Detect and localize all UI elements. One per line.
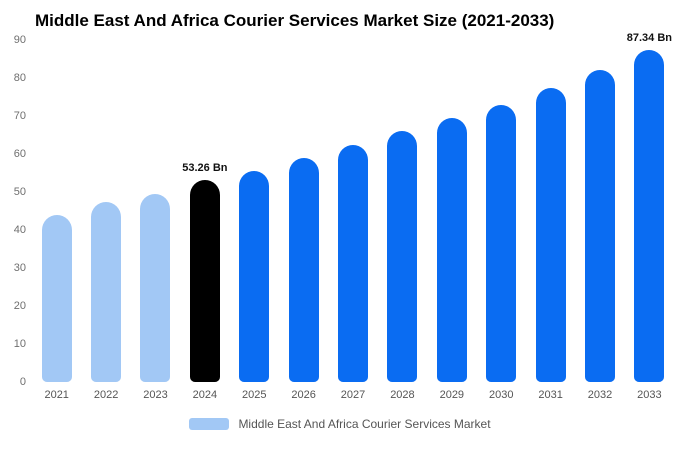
bar-slot xyxy=(526,40,575,382)
y-axis-label: 60 xyxy=(13,148,26,160)
plot-wrap: 53.26 Bn 87.34 Bn 2021 2022 2023 2024 2025 202… xyxy=(32,32,674,401)
x-axis: 2021 2022 2023 2024 2025 2026 2027 2028 2029 2030… xyxy=(32,389,674,401)
bar xyxy=(91,201,122,382)
bar-slot xyxy=(427,40,476,382)
x-axis-label: 2024 xyxy=(192,389,218,401)
bar xyxy=(140,193,171,382)
bar-slot xyxy=(279,40,328,382)
bar xyxy=(338,144,369,382)
bar-slot: 87.34 Bn xyxy=(625,32,674,382)
x-axis-label: 2033 xyxy=(637,389,662,401)
bar-slot xyxy=(81,40,130,382)
x-axis-label: 2025 xyxy=(242,389,267,401)
bar xyxy=(41,214,72,382)
bar xyxy=(436,117,467,382)
y-axis-label: 50 xyxy=(13,186,26,198)
y-axis-label: 70 xyxy=(13,110,26,122)
y-axis-label: 90 xyxy=(13,34,26,46)
x-axis-label: 2021 xyxy=(44,389,69,401)
bar xyxy=(189,179,220,382)
x-axis-label: 2030 xyxy=(488,389,514,401)
x-axis-label: 2026 xyxy=(291,389,316,401)
x-axis-label: 2022 xyxy=(93,389,119,401)
bar-slot xyxy=(328,40,377,382)
bar-slot xyxy=(378,40,427,382)
x-axis-label: 2031 xyxy=(538,389,563,401)
bar-slot: 53.26 Bn xyxy=(180,40,229,382)
bar xyxy=(387,131,418,382)
bar-value-label: 53.26 Bn xyxy=(182,161,228,174)
legend-label: Middle East And Africa Courier Services … xyxy=(238,417,491,431)
bar xyxy=(634,50,665,382)
y-axis-label: 80 xyxy=(13,72,26,84)
bar-slot xyxy=(230,40,279,382)
y-axis: 0 10 20 30 40 50 60 70 80 90 xyxy=(6,34,32,388)
legend-swatch xyxy=(189,418,230,430)
y-axis-label: 10 xyxy=(13,338,26,350)
x-axis-label: 2027 xyxy=(340,389,366,401)
bar-value-label: 87.34 Bn xyxy=(626,32,672,45)
bar-slot xyxy=(131,40,180,382)
x-axis-label: 2032 xyxy=(587,389,613,401)
bar-slot xyxy=(32,40,81,382)
y-axis-label: 30 xyxy=(13,262,26,274)
bar xyxy=(239,171,270,382)
bar xyxy=(584,70,615,382)
chart-body: 0 10 20 30 40 50 60 70 80 90 53.26 Bn 87.34 Bn 202… xyxy=(6,32,674,401)
bar-slot xyxy=(575,40,624,382)
x-axis-label: 2023 xyxy=(143,389,168,401)
x-axis-label: 2028 xyxy=(390,389,415,401)
y-axis-label: 20 xyxy=(13,300,26,312)
bar-slot xyxy=(477,40,526,382)
bar xyxy=(535,87,566,382)
chart-title: Middle East And Africa Courier Services … xyxy=(35,11,555,30)
y-axis-label: 40 xyxy=(13,224,26,236)
y-axis-label: 0 xyxy=(19,376,26,388)
bar xyxy=(288,157,319,382)
bar xyxy=(486,104,517,382)
x-axis-label: 2029 xyxy=(439,389,465,401)
legend: Middle East And Africa Courier Services … xyxy=(6,417,674,431)
plot-area: 53.26 Bn 87.34 Bn xyxy=(32,32,674,382)
